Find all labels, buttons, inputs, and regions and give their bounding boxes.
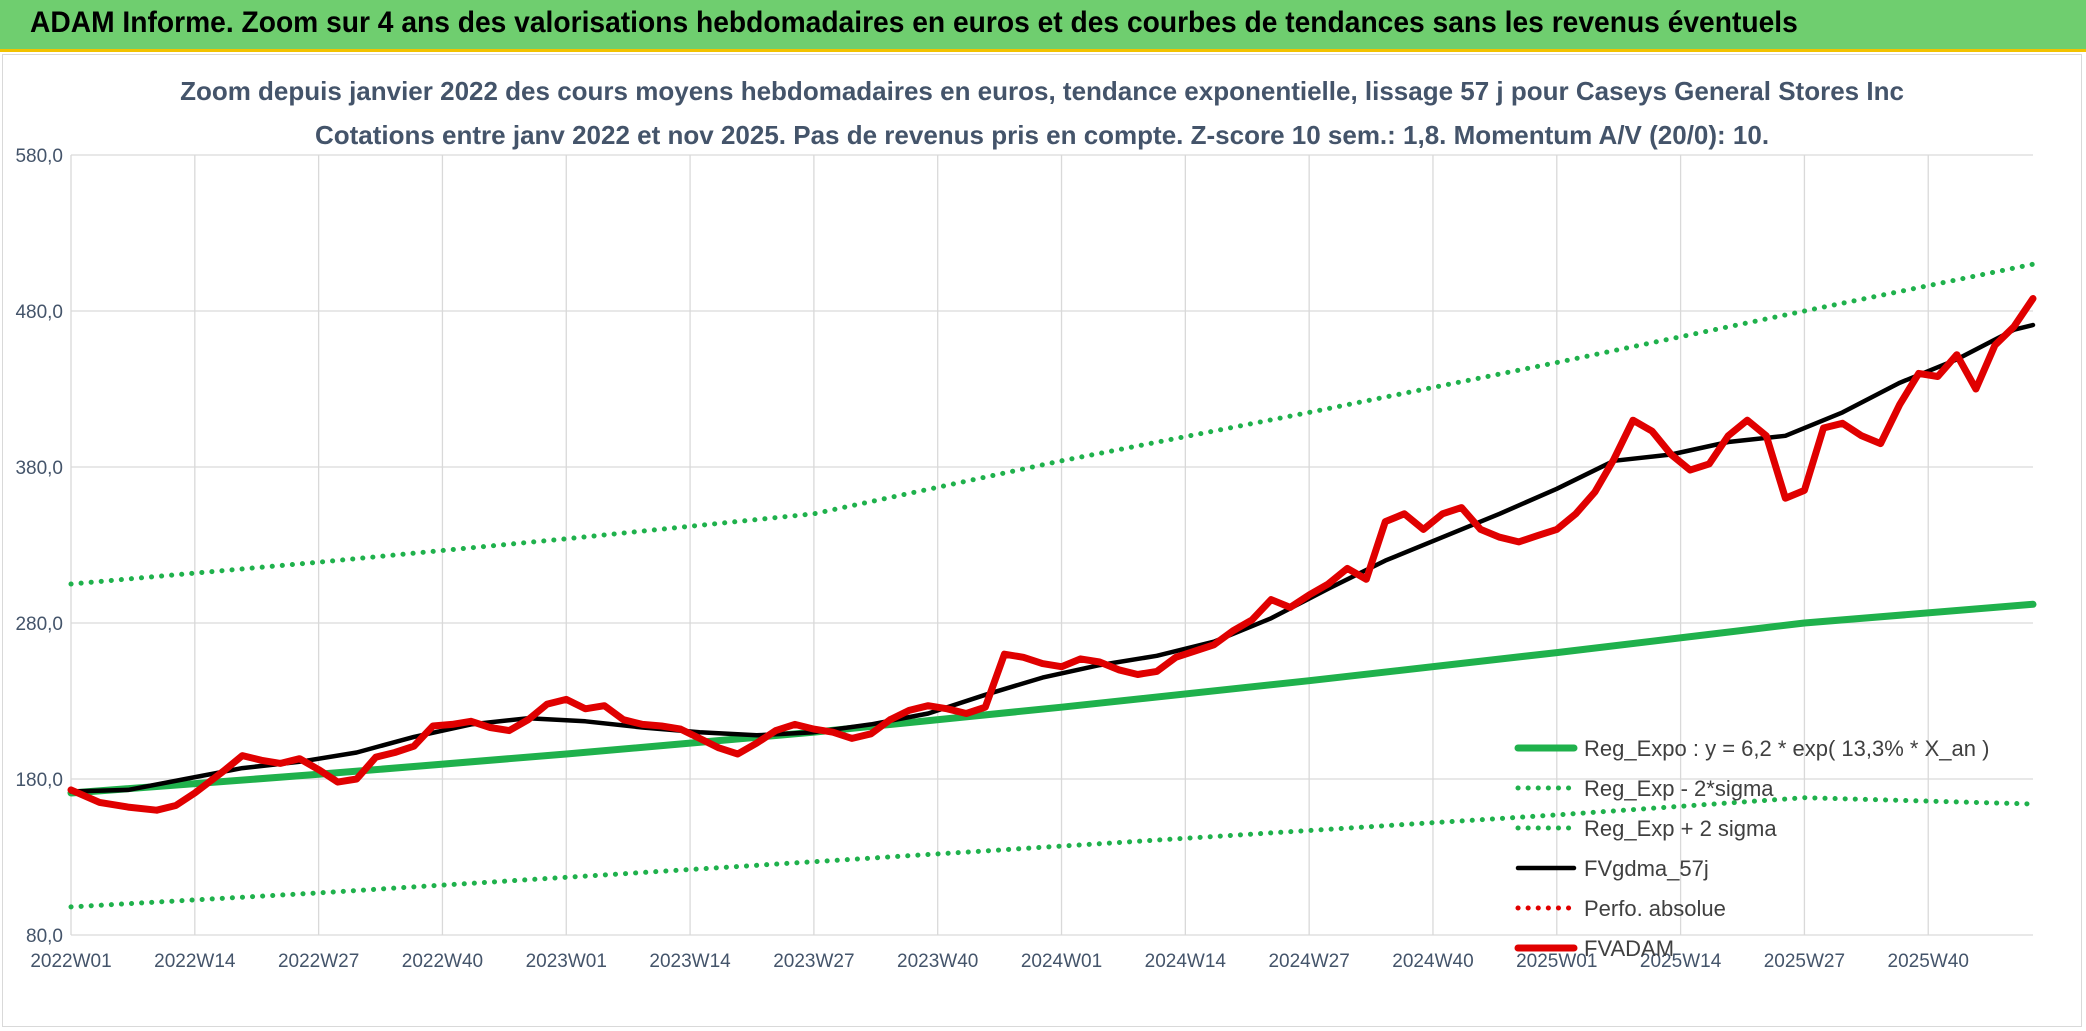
- x-tick-label: 2023W27: [773, 951, 854, 972]
- series-lines: [67, 261, 2037, 910]
- series-line-reg-exp-2-sigma: [68, 261, 2036, 587]
- legend-label: Perfo. absolue: [1584, 896, 1726, 921]
- x-tick-label: 2025W01: [1516, 951, 1597, 972]
- x-tick-label: 2022W14: [154, 951, 236, 972]
- x-tick-label: 2024W27: [1268, 951, 1349, 972]
- series-line-reg-expo-y-6-2-exp-13-3-x-an-: [67, 600, 2037, 797]
- x-tick-label: 2025W27: [1764, 951, 1845, 972]
- x-axis-ticks: 2022W01 2022W14 2022W27 2022W40 2023W01 2023W…: [30, 951, 1969, 972]
- y-tick-label: 380,0: [15, 458, 63, 479]
- x-tick-label: 2023W14: [649, 951, 731, 972]
- y-tick-label: 580,0: [15, 146, 63, 167]
- gridlines: [70, 154, 2033, 936]
- series-line-fvadam: [67, 295, 2037, 814]
- legend-label: Reg_Exp + 2 sigma: [1584, 816, 1777, 841]
- x-tick-label: 2023W40: [897, 951, 978, 972]
- y-tick-label: 180,0: [15, 770, 63, 791]
- x-tick-label: 2022W27: [278, 951, 359, 972]
- y-tick-label: 280,0: [15, 614, 63, 635]
- x-tick-label: 2024W40: [1392, 951, 1473, 972]
- series-line-fvgdma-57j: [68, 322, 2036, 794]
- legend: Reg_Expo : y = 6,2 * exp( 13,3% * X_an )…: [1514, 736, 1989, 961]
- chart-subtitle: Cotations entre janv 2022 et nov 2025. P…: [315, 120, 1769, 150]
- legend-label: Reg_Expo : y = 6,2 * exp( 13,3% * X_an ): [1584, 736, 1989, 761]
- x-tick-label: 2024W01: [1021, 951, 1102, 972]
- banner-title: ADAM Informe. Zoom sur 4 ans des valoris…: [30, 6, 1798, 39]
- x-tick-label: 2023W01: [526, 951, 607, 972]
- y-tick-label: 480,0: [15, 302, 63, 323]
- legend-label: FVgdma_57j: [1584, 856, 1709, 881]
- x-tick-label: 2024W14: [1145, 951, 1227, 972]
- series-line-reg-exp-2-sigma: [68, 795, 2036, 910]
- chart-title: Zoom depuis janvier 2022 des cours moyen…: [180, 76, 1904, 106]
- x-tick-label: 2022W01: [30, 951, 111, 972]
- legend-label: Reg_Exp - 2*sigma: [1584, 776, 1774, 801]
- report-banner: ADAM Informe. Zoom sur 4 ans des valoris…: [0, 0, 2086, 52]
- y-axis-ticks: 80,0 180,0 280,0 380,0 480,0 580,0: [15, 146, 63, 947]
- legend-label: FVADAM: [1584, 936, 1674, 961]
- x-tick-label: 2025W14: [1640, 951, 1722, 972]
- chart-frame: 80,0 180,0 280,0 380,0 480,0 580,0 2022W01 202…: [2, 54, 2082, 1027]
- x-tick-label: 2025W40: [1888, 951, 1969, 972]
- x-tick-label: 2022W40: [402, 951, 483, 972]
- y-tick-label: 80,0: [26, 926, 63, 947]
